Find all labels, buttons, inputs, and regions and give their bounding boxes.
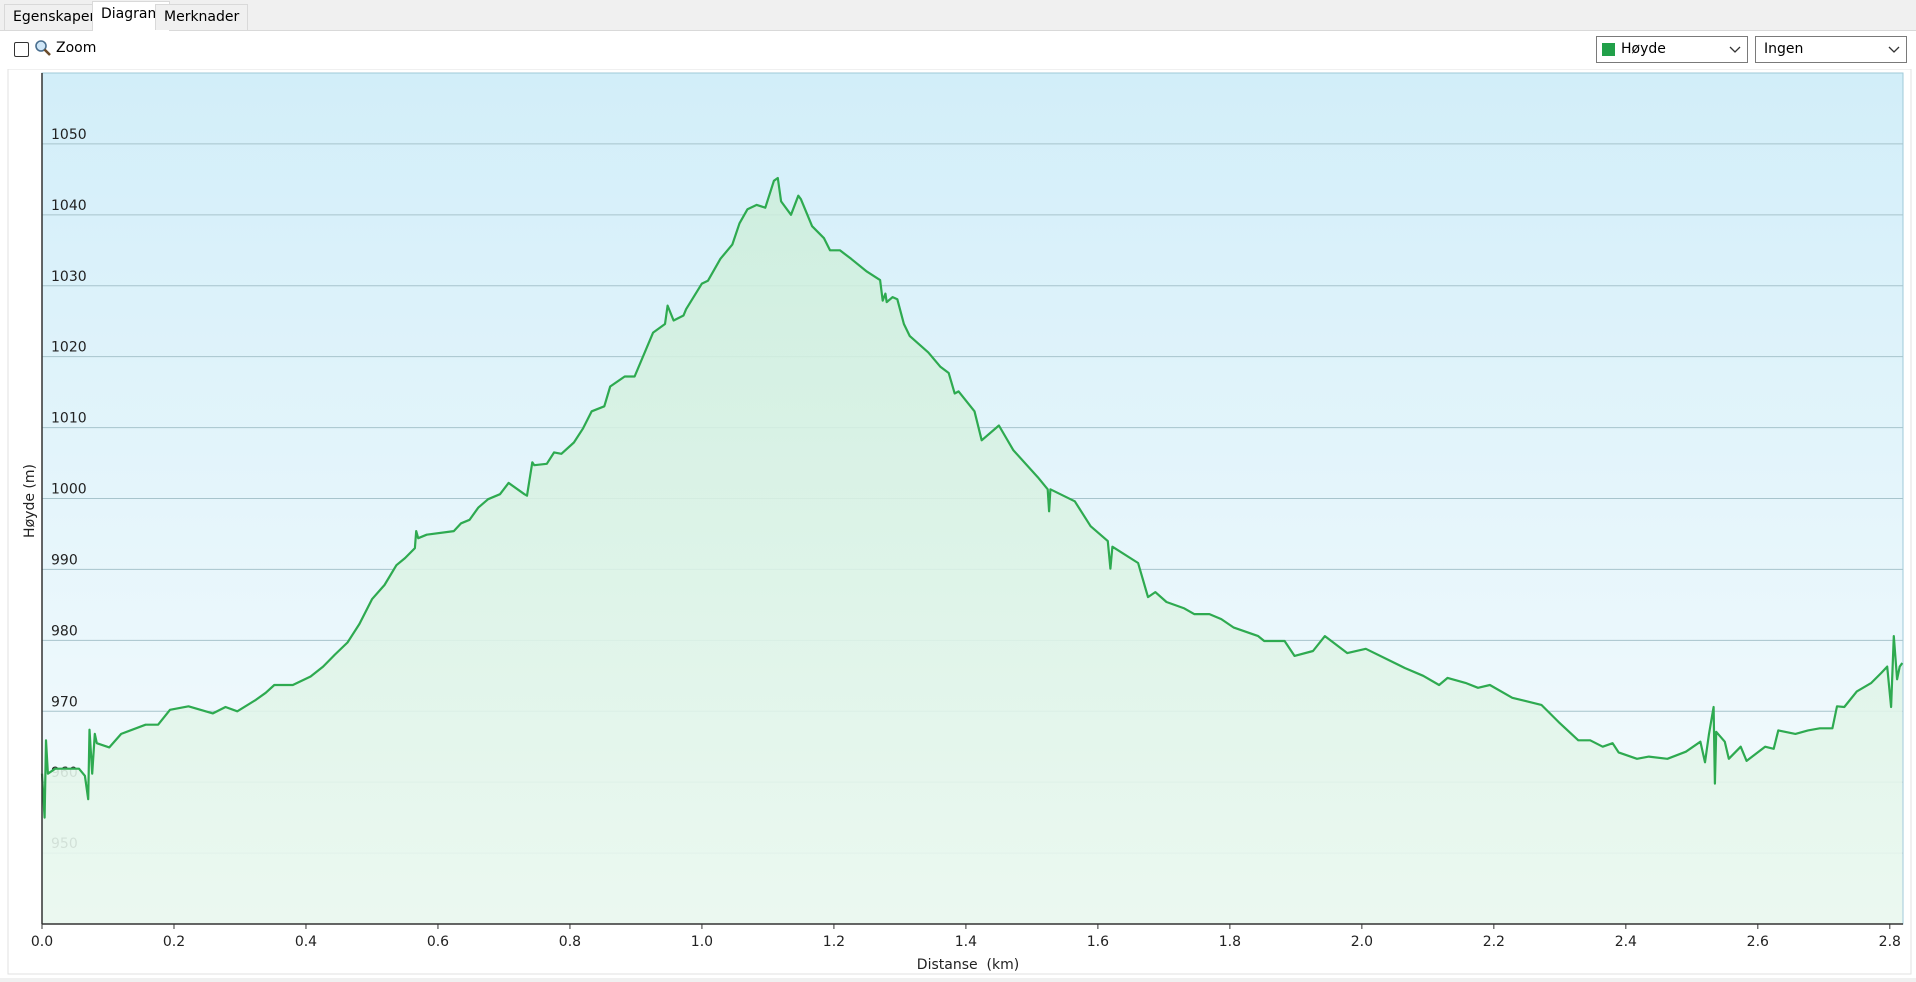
y-tick-label: 1000: [51, 482, 87, 498]
y-tick-label: 980: [51, 623, 78, 639]
x-tick-label: 2.6: [1747, 934, 1769, 950]
x-tick-label: 2.0: [1351, 934, 1373, 950]
area-fill: [42, 178, 1903, 924]
toolbar: Zoom Høyde Ingen: [0, 31, 1916, 69]
x-tick-label: 0.4: [295, 934, 317, 950]
tab-bar: Egenskaper Diagram Merknader: [0, 0, 1916, 31]
x-tick-label: 0.2: [163, 934, 185, 950]
chart-panel: Distanse (km) Høyde (m) 9509609709809901…: [0, 68, 1916, 978]
legend-swatch: [1602, 43, 1615, 56]
zoom-icon: [35, 40, 51, 56]
y-tick-label: 1040: [51, 198, 87, 214]
x-tick-label: 1.2: [823, 934, 845, 950]
y-tick-label: 1050: [51, 127, 87, 143]
x-tick-label: 0.6: [427, 934, 449, 950]
x-tick-label: 0.8: [559, 934, 581, 950]
second-select[interactable]: Ingen: [1755, 36, 1907, 63]
x-tick-label: 0.0: [31, 934, 53, 950]
y-tick-label: 1010: [51, 411, 87, 427]
zoom-label: Zoom: [56, 40, 97, 56]
x-tick-label: 2.2: [1483, 934, 1505, 950]
elevation-line: [40, 176, 1904, 819]
zoom-checkbox[interactable]: [14, 42, 29, 57]
y-axis-label: Høyde (m): [22, 464, 38, 538]
x-tick-label: 1.8: [1219, 934, 1241, 950]
x-tick-label: 1.0: [691, 934, 713, 950]
x-tick-label: 2.8: [1879, 934, 1901, 950]
y-tick-label: 990: [51, 552, 78, 568]
y-tick-label: 1020: [51, 340, 87, 356]
x-tick-label: 1.4: [955, 934, 977, 950]
select-label: Ingen: [1764, 41, 1804, 57]
series-select[interactable]: Høyde: [1596, 36, 1748, 63]
x-tick-label: 2.4: [1615, 934, 1637, 950]
x-axis-label: Distanse (km): [917, 957, 1019, 973]
y-tick-label: 970: [51, 694, 78, 710]
dropdown-arrow: [1888, 46, 1900, 53]
dropdown-arrow: [1729, 46, 1741, 53]
x-tick-label: 1.6: [1087, 934, 1109, 950]
tab[interactable]: Egenskaper: [4, 4, 105, 30]
legend-label: Høyde: [1621, 41, 1666, 57]
y-tick-label: 1030: [51, 269, 87, 285]
tab[interactable]: Merknader: [155, 4, 249, 30]
chart: Distanse (km) Høyde (m) 9509609709809901…: [7, 68, 1912, 975]
